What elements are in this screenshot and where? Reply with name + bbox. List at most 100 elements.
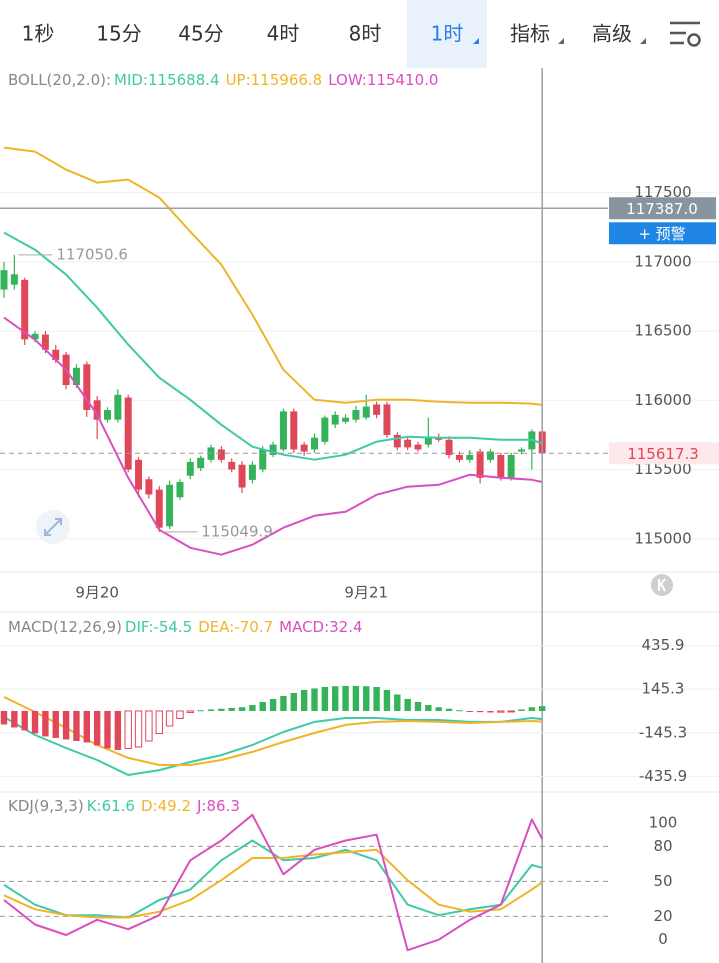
- candle-body: [93, 400, 101, 420]
- candle-body: [455, 455, 463, 460]
- candle-body: [104, 410, 111, 420]
- active-tab-bg: [407, 0, 487, 68]
- macd-bar: [73, 710, 80, 741]
- candle-body: [445, 439, 453, 455]
- expand-icon[interactable]: [36, 510, 70, 544]
- settings-icon[interactable]: [670, 21, 701, 47]
- legend-entry: MACD:32.4: [279, 618, 362, 636]
- indicator-line: [3, 716, 543, 776]
- candle-body: [10, 274, 18, 285]
- candle-body: [0, 270, 8, 290]
- macd-bar: [42, 710, 49, 737]
- candle-body: [176, 482, 184, 498]
- macd-bar: [176, 710, 184, 719]
- macd-bar: [425, 704, 432, 711]
- macd-bar: [539, 706, 546, 711]
- macd-bar: [218, 708, 225, 711]
- macd-bar: [83, 710, 90, 743]
- candle-body: [373, 404, 381, 415]
- macd-bar: [476, 710, 484, 713]
- indicator-line: [3, 839, 543, 919]
- macd-bar: [394, 694, 401, 711]
- candle-body: [352, 410, 360, 420]
- macd-bar: [414, 701, 422, 711]
- tab[interactable]: 1秒: [22, 22, 55, 46]
- legend-entry: D:49.2: [141, 797, 191, 815]
- candle-body: [21, 279, 29, 340]
- k-button[interactable]: [651, 574, 673, 596]
- macd-bar: [134, 710, 143, 748]
- y-tick-label: -145.3: [639, 723, 687, 741]
- indicator-header: BOLL(20,2.0): MID:115688.4 UP:115966.8 LOW:…: [8, 71, 438, 89]
- macd-bar: [31, 710, 39, 734]
- macd-bar: [93, 710, 101, 746]
- macd-bar: [456, 710, 463, 712]
- tab[interactable]: 高级: [592, 22, 632, 46]
- candle-body: [83, 364, 91, 410]
- x-tick-label: 9月20: [75, 584, 119, 602]
- macd-bar: [507, 710, 515, 713]
- y-tick-label: 117000: [634, 252, 691, 270]
- macd-bar: [114, 710, 122, 750]
- legend-entry: DEA:-70.7: [198, 618, 273, 636]
- tab[interactable]: 指标: [510, 22, 550, 46]
- candle-body: [518, 449, 525, 452]
- macd-bar: [487, 710, 494, 713]
- macd-bar: [466, 710, 473, 712]
- candle-body: [362, 406, 370, 418]
- x-tick-label: 9月21: [344, 584, 388, 602]
- tab[interactable]: 1时: [431, 22, 464, 46]
- indicator-line: [3, 813, 544, 952]
- y-tick-label: 0: [658, 930, 668, 948]
- legend-entry: UP:115966.8: [226, 71, 323, 89]
- macd-bar: [186, 710, 195, 713]
- indicator-line: [3, 316, 543, 556]
- macd-bar: [321, 686, 329, 711]
- macd-bar: [518, 709, 525, 711]
- candle-body: [404, 439, 412, 448]
- indicator-line: [3, 146, 543, 406]
- legend-entry: MID:115688.4: [114, 71, 220, 89]
- indicator-header: MACD(12,26,9) DIF:-54.5 DEA:-70.7 MACD:32.4: [8, 618, 363, 636]
- tab[interactable]: 8时: [349, 22, 382, 46]
- candle-body: [476, 451, 484, 478]
- candle-body: [124, 397, 132, 470]
- macd-bar: [124, 710, 132, 749]
- macd-bar: [52, 710, 59, 738]
- macd-bar: [228, 707, 235, 711]
- macd-bar: [373, 686, 380, 711]
- candle-body: [238, 464, 246, 488]
- crosshair-price-box: [609, 197, 716, 220]
- candle-body: [331, 414, 339, 425]
- legend-entry: J:86.3: [196, 797, 240, 815]
- macd-bar: [311, 688, 318, 711]
- tab[interactable]: 15分: [96, 22, 141, 46]
- candle-body: [197, 457, 205, 469]
- tab[interactable]: 45分: [178, 22, 223, 46]
- macd-bar: [332, 686, 339, 711]
- candle-body: [72, 367, 80, 386]
- macd-bar: [249, 704, 256, 711]
- y-tick-label: 50: [653, 872, 672, 890]
- macd-bar: [404, 698, 411, 711]
- tab[interactable]: 4时: [267, 22, 300, 46]
- candle-body: [435, 437, 443, 440]
- macd-bar: [0, 710, 8, 725]
- y-tick-label: 80: [653, 837, 672, 855]
- tab-bar: [0, 0, 719, 68]
- candle-body: [393, 434, 401, 448]
- candle-body: [414, 444, 422, 450]
- candle-body: [135, 459, 143, 490]
- alert-button-label[interactable]: + 预警: [638, 225, 685, 243]
- macd-bar: [363, 686, 370, 711]
- macd-bar: [383, 689, 391, 711]
- candle-body: [269, 444, 277, 455]
- candle-body: [290, 411, 298, 450]
- indicator-line: [3, 848, 543, 919]
- alert-button[interactable]: [609, 222, 716, 245]
- macd-bar: [11, 710, 18, 728]
- macd-bar: [197, 710, 204, 712]
- candle-body: [31, 333, 39, 340]
- candle-body: [466, 455, 474, 460]
